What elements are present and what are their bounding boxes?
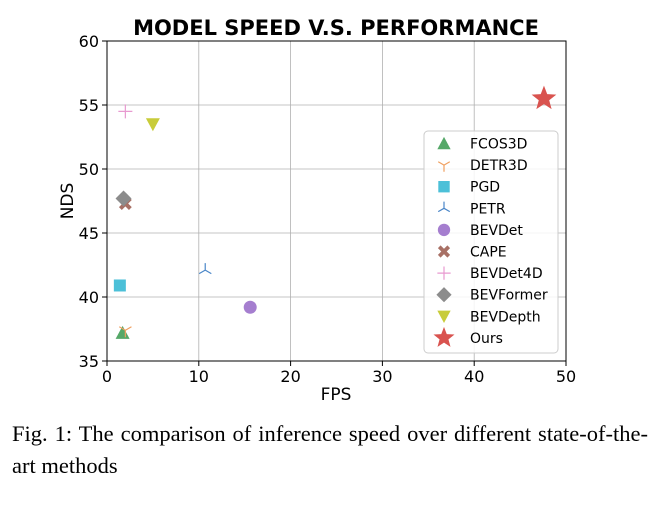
legend-marker-ours bbox=[433, 326, 455, 347]
legend-marker-cape bbox=[437, 245, 451, 258]
legend-label-petr: PETR bbox=[470, 201, 506, 217]
legend-marker-fcos3d bbox=[437, 136, 451, 150]
x-tick-label: 30 bbox=[372, 367, 392, 386]
legend-label-ours: Ours bbox=[470, 331, 503, 347]
y-tick-label: 35 bbox=[79, 352, 99, 371]
data-point-fcos3d bbox=[115, 325, 130, 339]
legend-label-pgd: PGD bbox=[470, 180, 500, 196]
data-point-bevdet4d bbox=[118, 104, 133, 119]
axis-ticks: 0 10 20 30 40 50 35 40 45 50 55 60 bbox=[79, 32, 577, 386]
y-tick-label: 55 bbox=[79, 96, 99, 115]
y-tick-label: 40 bbox=[79, 288, 99, 307]
x-tick-label: 10 bbox=[189, 367, 209, 386]
scatter-chart: MODEL SPEED V.S. PERFORMANCE 0 10 20 30 40 50… bbox=[58, 16, 577, 400]
legend: FCOS3D DETR3D PGD PETR BEVDet CAPE BEVDet4D BEV… bbox=[423, 130, 559, 354]
legend-label-bevformer: BEVFormer bbox=[470, 288, 548, 304]
x-tick-label: 40 bbox=[464, 367, 484, 386]
legend-marker-bevformer bbox=[436, 287, 452, 303]
data-point-bevdepth bbox=[145, 118, 160, 132]
legend-marker-bevdet4d bbox=[437, 266, 451, 280]
plot-frame bbox=[106, 40, 567, 362]
legend-label-cape: CAPE bbox=[470, 245, 507, 261]
chart-title: MODEL SPEED V.S. PERFORMANCE bbox=[133, 16, 539, 40]
data-point-bevdet bbox=[243, 300, 257, 314]
legend-label-bevdepth: BEVDepth bbox=[470, 309, 541, 325]
data-point-petr bbox=[198, 263, 212, 275]
data-point-pgd bbox=[113, 279, 126, 292]
legend-box bbox=[423, 130, 559, 354]
legend-label-bevdet4d: BEVDet4D bbox=[470, 266, 543, 282]
data-point-detr3d bbox=[118, 326, 132, 338]
data-point-bevformer bbox=[115, 190, 132, 207]
legend-marker-petr bbox=[437, 201, 451, 213]
figure-caption: Fig. 1: The comparison of inference spee… bbox=[12, 421, 648, 478]
legend-marker-pgd bbox=[438, 181, 450, 193]
legend-label-fcos3d: FCOS3D bbox=[470, 137, 527, 153]
data-point-ours bbox=[531, 85, 557, 110]
y-tick-label: 45 bbox=[79, 224, 99, 243]
data-points bbox=[113, 85, 557, 339]
x-tick-label: 0 bbox=[102, 367, 112, 386]
y-tick-label: 60 bbox=[79, 32, 99, 51]
legend-label-detr3d: DETR3D bbox=[470, 158, 528, 174]
legend-marker-bevdepth bbox=[437, 310, 451, 323]
legend-marker-bevdet bbox=[437, 223, 451, 237]
x-tick-label: 20 bbox=[280, 367, 300, 386]
legend-marker-detr3d bbox=[437, 161, 451, 172]
x-axis-label: FPS bbox=[321, 385, 352, 400]
y-tick-label: 50 bbox=[79, 160, 99, 179]
y-axis-label: NDS bbox=[58, 183, 78, 220]
legend-label-bevdet: BEVDet bbox=[470, 223, 523, 239]
x-tick-label: 50 bbox=[556, 367, 576, 386]
